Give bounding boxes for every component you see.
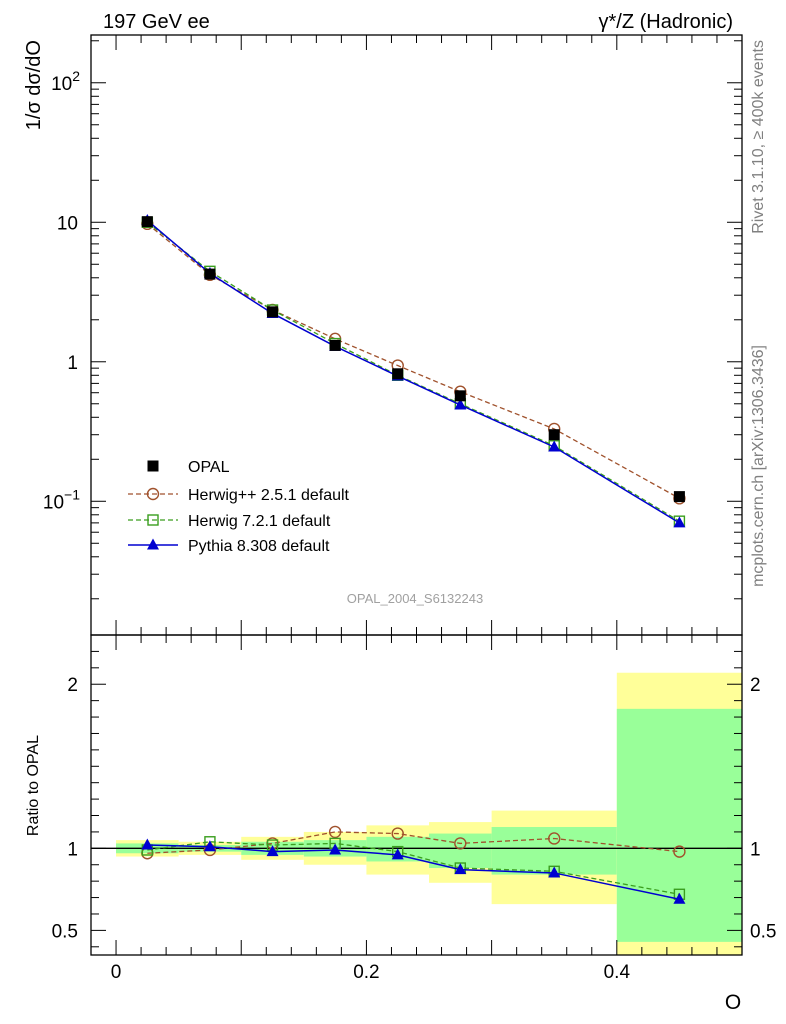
legend-label: OPAL — [188, 459, 230, 476]
legend-label: Herwig 7.2.1 default — [188, 513, 331, 530]
main-series-pythia-8-308-default — [141, 213, 686, 528]
ratio-data-point — [548, 866, 561, 878]
main-data-point — [673, 491, 685, 503]
ratio-bands — [116, 672, 742, 955]
x-ticks — [115, 35, 743, 955]
ratio-data-point — [454, 863, 467, 875]
ratio-ylabel: Ratio to OPAL — [25, 735, 42, 836]
legend-label: Pythia 8.308 default — [188, 538, 330, 555]
ratio-yticks — [91, 634, 742, 948]
ratio-ytick-label: 1 — [67, 839, 78, 860]
main-ytick-label: 10 — [57, 213, 78, 234]
main-data-point — [454, 390, 466, 402]
analysis-watermark: OPAL_2004_S6132243 — [347, 591, 483, 606]
ratio-data-point — [673, 892, 686, 904]
rivet-label: Rivet 3.1.10, ≥ 400k events — [750, 40, 767, 234]
main-ytick-label: 102 — [51, 68, 80, 95]
ratio-series-line — [147, 831, 680, 854]
ratio-data-point — [266, 845, 279, 857]
main-series-line — [146, 219, 680, 524]
main-yticks — [91, 40, 742, 600]
ratio-data-point — [203, 840, 216, 852]
ratio-data-point — [328, 825, 342, 839]
uncertainty-band-inner — [616, 708, 742, 942]
ratio-ytick-label-right: 0.5 — [750, 921, 776, 942]
legend-marker — [146, 487, 160, 501]
legend-marker — [147, 538, 159, 550]
main-series-opal — [141, 216, 685, 503]
legend-marker — [147, 514, 159, 526]
ratio-xtick-label: 0 — [111, 962, 122, 983]
ratio-series-line — [147, 844, 680, 900]
ratio-xtick-label: 0.2 — [353, 962, 379, 983]
main-data-point — [392, 368, 404, 380]
ratio-xlabel: O — [725, 991, 741, 1014]
main-data-point — [548, 429, 560, 441]
main-ytick-label: 10−1 — [43, 486, 80, 513]
main-series-line — [146, 223, 680, 499]
legend-item: Herwig++ 2.5.1 default — [128, 487, 350, 504]
ratio-ytick-label: 2 — [67, 675, 78, 696]
ratio-data-point — [141, 838, 154, 850]
ratio-data-point — [391, 848, 404, 860]
main-data-point — [454, 398, 467, 410]
header-right: γ*/Z (Hadronic) — [599, 11, 733, 33]
ratio-series-line — [147, 841, 680, 895]
header-left: 197 GeV ee — [103, 11, 210, 33]
main-data-point — [548, 440, 561, 452]
ratio-data-point — [454, 837, 467, 850]
ratio-xtick-label: 0.4 — [604, 962, 631, 983]
legend-item: OPAL — [147, 459, 230, 476]
ratio-data-point — [548, 832, 561, 845]
mcplots-label: mcplots.cern.ch [arXiv:1306.3436] — [750, 345, 767, 587]
ratio-ytick-label-right: 2 — [750, 675, 761, 696]
ratio-ytick-label-right: 1 — [750, 839, 761, 860]
ratio-data-point — [391, 827, 404, 840]
legend-item: Pythia 8.308 default — [128, 538, 330, 555]
legend-item: Herwig 7.2.1 default — [128, 513, 331, 530]
main-ylabel: 1/σ dσ/dO — [23, 40, 45, 130]
main-data-point — [267, 306, 279, 318]
ratio-data-point — [673, 845, 686, 858]
ratio-data-point — [329, 843, 342, 855]
uncertainty-band-inner — [429, 833, 492, 869]
main-ytick-label: 1 — [67, 353, 78, 374]
legend: OPAL Herwig++ 2.5.1 default Herwig 7.2.1 d… — [128, 459, 350, 555]
main-data-point — [329, 339, 341, 351]
ratio-series-pythia-8-308-default — [141, 838, 686, 904]
main-series-line — [146, 221, 680, 522]
ratio-ytick-label: 0.5 — [52, 921, 78, 942]
main-data-point — [204, 268, 216, 280]
legend-label: Herwig++ 2.5.1 default — [188, 487, 350, 504]
legend-marker — [147, 460, 159, 472]
main-data-point — [141, 216, 153, 228]
main-data-point — [673, 516, 686, 528]
